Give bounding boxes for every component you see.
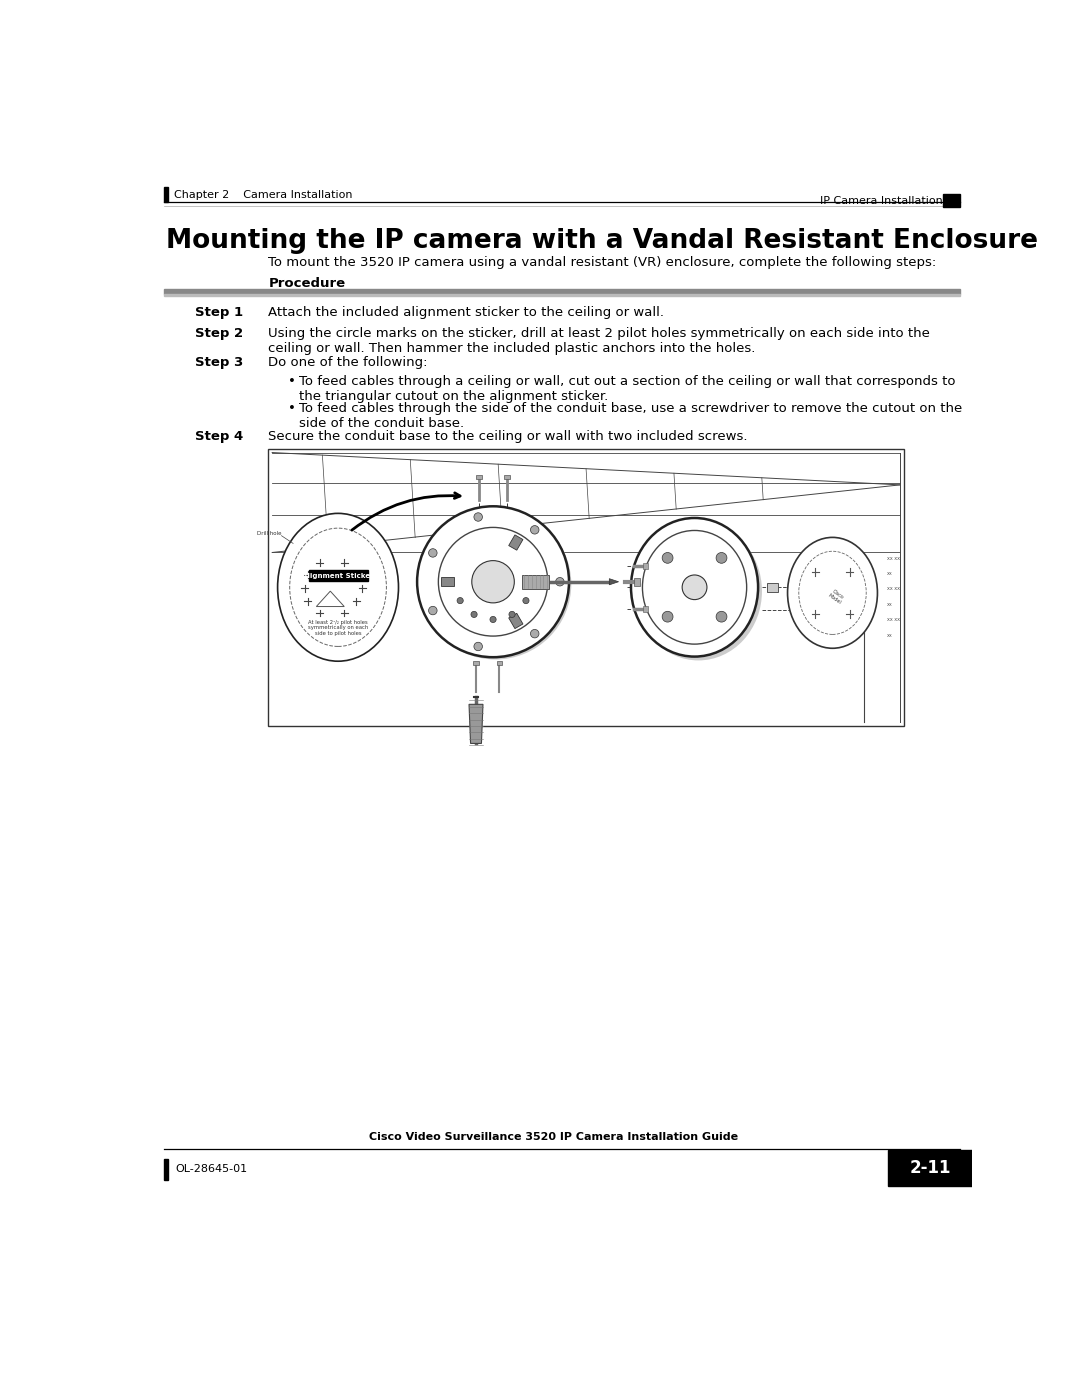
Text: Mounting the IP camera with a Vandal Resistant Enclosure: Mounting the IP camera with a Vandal Res…	[166, 229, 1038, 254]
Circle shape	[457, 598, 463, 604]
Bar	[644, 606, 648, 612]
Circle shape	[419, 509, 571, 659]
Text: Secure the conduit base to the ceiling or wall with two included screws.: Secure the conduit base to the ceiling o…	[268, 430, 747, 443]
Circle shape	[472, 560, 514, 604]
Text: 2-11: 2-11	[909, 1160, 950, 1176]
Text: xx xx: xx xx	[887, 617, 900, 622]
Circle shape	[530, 525, 539, 534]
Circle shape	[429, 549, 437, 557]
Circle shape	[471, 612, 477, 617]
Circle shape	[509, 612, 515, 617]
Bar	[442, 577, 454, 587]
Bar	[889, 1150, 972, 1186]
Bar	[164, 187, 167, 203]
Ellipse shape	[631, 518, 758, 657]
Text: Chapter 2    Camera Installation: Chapter 2 Camera Installation	[174, 190, 352, 200]
Ellipse shape	[787, 538, 877, 648]
Bar	[644, 563, 648, 569]
Bar	[164, 289, 960, 295]
Text: To mount the 3520 IP camera using a vandal resistant (VR) enclosure, complete th: To mount the 3520 IP camera using a vand…	[268, 256, 936, 270]
Bar	[164, 295, 960, 296]
Text: xx xx: xx xx	[887, 587, 900, 591]
Text: xx: xx	[887, 571, 892, 576]
Text: To feed cables through the side of the conduit base, use a screwdriver to remove: To feed cables through the side of the c…	[299, 402, 962, 430]
Text: OL-28645-01: OL-28645-01	[175, 1165, 247, 1175]
Polygon shape	[522, 574, 549, 588]
Text: IP Camera Installation: IP Camera Installation	[820, 196, 943, 205]
Bar	[497, 661, 502, 665]
Bar	[504, 475, 510, 479]
Circle shape	[523, 598, 529, 604]
Text: xx: xx	[887, 602, 892, 606]
Polygon shape	[609, 578, 619, 585]
Text: To feed cables through a ceiling or wall, cut out a section of the ceiling or wa: To feed cables through a ceiling or wall…	[299, 374, 956, 402]
Ellipse shape	[278, 513, 399, 661]
Text: Cisco Video Surveillance 3520 IP Camera Installation Guide: Cisco Video Surveillance 3520 IP Camera …	[369, 1132, 738, 1141]
Polygon shape	[469, 704, 483, 743]
Circle shape	[474, 513, 483, 521]
Bar	[768, 583, 779, 592]
Text: •: •	[288, 402, 296, 415]
Text: xx xx: xx xx	[887, 556, 900, 560]
Text: At least 2¹/₂ pilot holes
symmetrically on each
side to pilot holes: At least 2¹/₂ pilot holes symmetrically …	[308, 620, 368, 636]
Bar	[509, 535, 523, 550]
Circle shape	[417, 506, 569, 657]
Text: Alignment Sticker: Alignment Sticker	[302, 573, 374, 578]
Circle shape	[683, 576, 707, 599]
Circle shape	[429, 606, 437, 615]
Text: Cisco
Model: Cisco Model	[827, 588, 846, 605]
Text: Do one of the following:: Do one of the following:	[268, 356, 428, 369]
Text: Step 1: Step 1	[195, 306, 244, 320]
Bar	[476, 475, 482, 479]
Bar	[164, 1158, 167, 1180]
Circle shape	[530, 630, 539, 638]
Circle shape	[555, 577, 564, 585]
Bar	[268, 448, 904, 726]
Bar	[634, 578, 639, 585]
Text: •: •	[288, 374, 296, 388]
Ellipse shape	[635, 522, 762, 661]
Circle shape	[716, 612, 727, 622]
Circle shape	[474, 643, 483, 651]
Text: Drill hole: Drill hole	[257, 531, 282, 535]
Text: Step 2: Step 2	[195, 327, 244, 339]
Bar	[943, 194, 960, 207]
Bar	[509, 613, 523, 629]
Text: Step 4: Step 4	[195, 430, 244, 443]
Circle shape	[490, 616, 496, 623]
Text: Procedure: Procedure	[268, 277, 346, 291]
Bar	[309, 570, 367, 581]
Text: Using the circle marks on the sticker, drill at least 2 pilot holes symmetricall: Using the circle marks on the sticker, d…	[268, 327, 930, 355]
Circle shape	[662, 552, 673, 563]
Circle shape	[662, 612, 673, 622]
Text: xx: xx	[887, 633, 892, 637]
Circle shape	[716, 552, 727, 563]
Text: Step 3: Step 3	[195, 356, 244, 369]
Bar	[473, 661, 478, 665]
Text: Attach the included alignment sticker to the ceiling or wall.: Attach the included alignment sticker to…	[268, 306, 664, 320]
